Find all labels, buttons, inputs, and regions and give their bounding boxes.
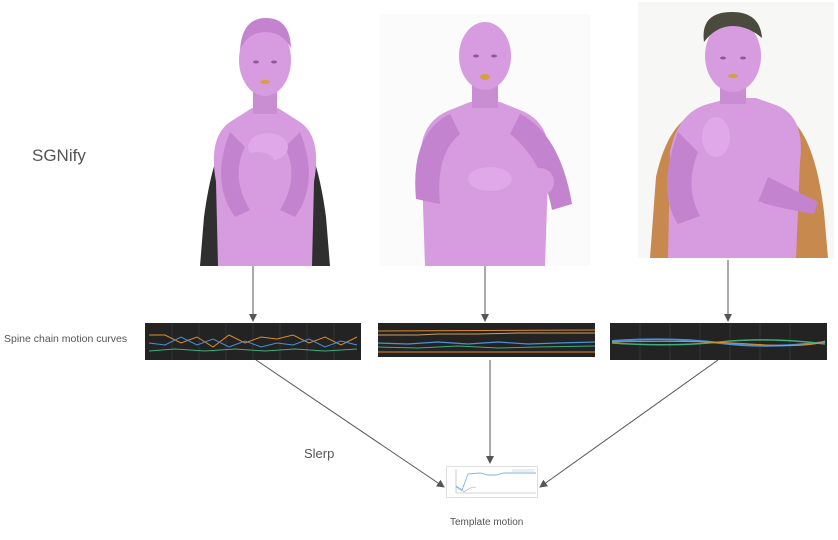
avatar-2-render [380,14,590,266]
curve-panel-1 [145,323,361,360]
arrow-curves-1-to-template [255,359,445,488]
curves-label: Spine chain motion curves [4,333,128,345]
slerp-label: Slerp [304,446,335,461]
template-motion-plot [446,466,538,498]
avatar-2-figure [380,14,590,266]
curve-panel-2-graph [378,323,595,357]
avatar-3-render [638,2,834,258]
curve-panel-3-graph [610,323,827,360]
method-label: SGNify [32,146,86,165]
curve-panel-2 [378,323,595,357]
template-motion-graph [446,466,538,498]
avatar-1-figure [190,12,340,266]
curve-panel-3 [610,323,827,360]
curve-panel-1-graph [145,323,361,360]
avatar-3-figure [638,2,834,258]
arrow-curves-3-to-template [539,359,719,488]
template-label: Template motion [450,517,524,528]
avatar-1-render [190,12,340,266]
